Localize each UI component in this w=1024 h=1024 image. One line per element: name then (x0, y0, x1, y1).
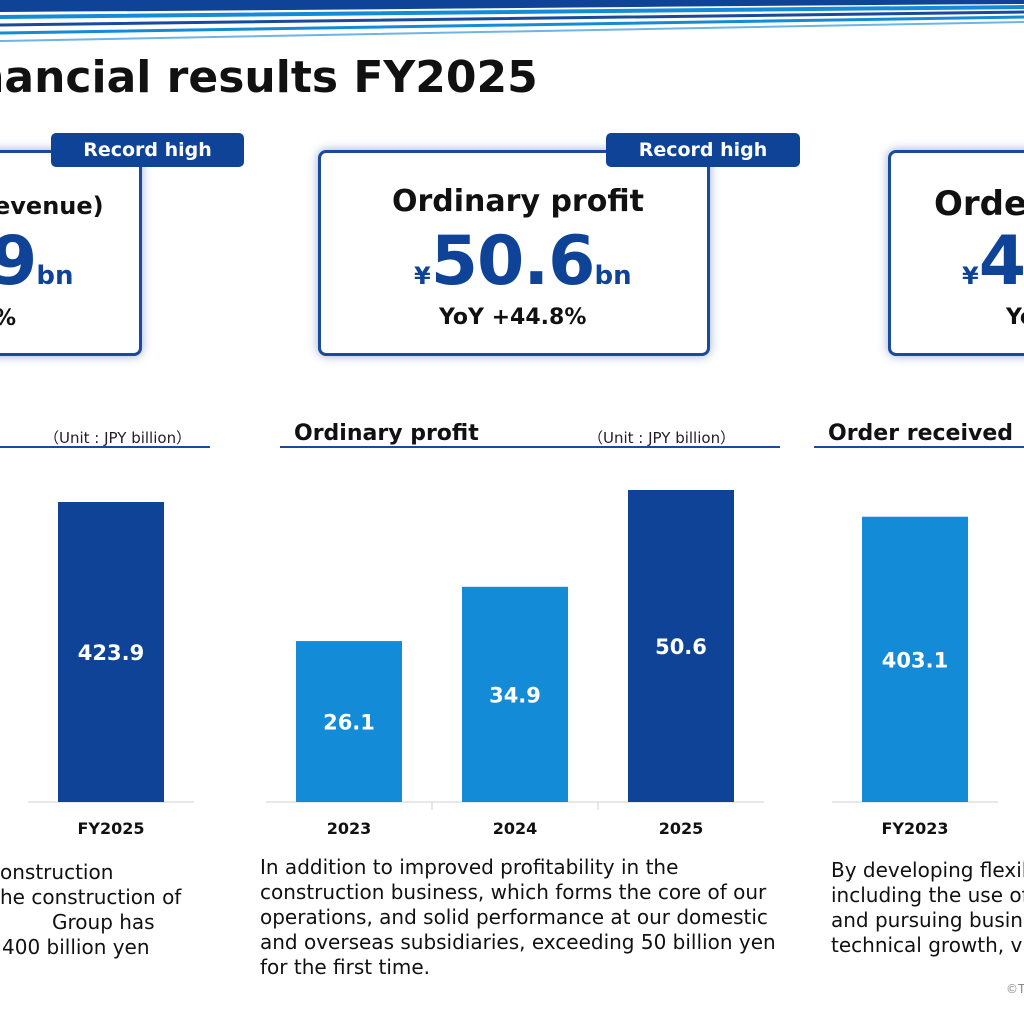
yen-symbol: ¥ (414, 262, 431, 290)
data-label-FY2023: 403.1 (882, 648, 948, 672)
bar-2025 (628, 490, 734, 802)
data-label-2024: 34.9 (489, 683, 541, 707)
order-card-value: ¥4 (962, 222, 1024, 301)
revenue-description: onstruction he construction of Group has… (0, 860, 181, 960)
order-description: By developing flexil including the use o… (831, 858, 1024, 958)
order-value-number: 4 (978, 222, 1024, 301)
tick-label-2023: 2023 (327, 819, 372, 838)
order-desc-line: technical growth, v (831, 933, 1023, 957)
profit-value-number: 50.6 (430, 222, 596, 301)
revenue-desc-line: 400 billion yen (2, 935, 150, 959)
order-received-bar-chart: 403.1 FY2023 (832, 516, 998, 838)
profit-desc-line: construction business, which forms the c… (260, 880, 767, 904)
profit-unit-note: （Unit : JPY billion） (588, 429, 736, 447)
data-label-FY2025: 423.9 (78, 641, 144, 665)
profit-record-badge: Record high (606, 133, 800, 167)
order-card-title: Orde (934, 184, 1024, 224)
revenue-bar-chart: 423.9 FY2025 (28, 502, 194, 838)
order-card (888, 150, 1024, 356)
order-card-yoy: Yo (1006, 305, 1024, 330)
tick-label-2024: 2024 (493, 819, 538, 838)
profit-section-title: Ordinary profit (294, 421, 479, 446)
profit-section-underline (280, 446, 780, 448)
yen-symbol: ¥ (962, 262, 979, 290)
revenue-card-yoy: % (0, 306, 16, 331)
revenue-card-title: evenue) (0, 192, 104, 220)
header-wave-decoration (0, 0, 1024, 42)
tick-label-FY2025: FY2025 (77, 819, 144, 838)
ordinary-profit-bar-chart: 26.1 2023 34.9 2024 50.6 2025 (266, 490, 764, 838)
profit-description: In addition to improved profitability in… (260, 855, 776, 980)
tick-label-FY2023: FY2023 (881, 819, 948, 838)
profit-card-value: ¥50.6bn (414, 222, 632, 301)
bar-2023 (296, 641, 402, 802)
page-title: inancial results FY2025 (0, 52, 538, 103)
data-label-2025: 50.6 (655, 635, 707, 659)
order-desc-line: including the use of (831, 883, 1024, 907)
order-section-title: Order received (828, 421, 1014, 446)
tick-label-2025: 2025 (659, 819, 704, 838)
profit-card-title: Ordinary profit (392, 184, 644, 219)
data-label-2023: 26.1 (323, 711, 375, 735)
revenue-card-value: 9bn (0, 222, 73, 301)
revenue-desc-line: onstruction (0, 860, 114, 884)
revenue-record-badge: Record high (51, 133, 244, 167)
profit-desc-line: for the first time. (260, 955, 431, 979)
profit-desc-line: operations, and solid performance at our… (260, 905, 768, 929)
revenue-desc-line: he construction of (0, 885, 182, 909)
revenue-desc-line: Group has (52, 910, 155, 934)
revenue-value-number: 9 (0, 222, 37, 301)
revenue-value-unit: bn (36, 261, 74, 291)
bar-FY2023 (862, 516, 968, 802)
copyright: ©T (1006, 982, 1024, 996)
profit-card (318, 150, 710, 356)
profit-desc-line: In addition to improved profitability in… (260, 855, 679, 879)
profit-value-unit: bn (594, 261, 632, 291)
profit-card-yoy: YoY +44.8% (439, 305, 587, 330)
revenue-section-underline (0, 446, 210, 448)
bar-FY2025 (58, 502, 164, 802)
revenue-unit-note: （Unit : JPY billion） (44, 429, 192, 447)
order-desc-line: By developing flexil (831, 858, 1024, 882)
order-desc-line: and pursuing busin (831, 908, 1023, 932)
bar-2024 (462, 586, 568, 802)
order-section-underline (814, 446, 1024, 448)
profit-desc-line: and overseas subsidiaries, exceeding 50 … (260, 930, 776, 954)
